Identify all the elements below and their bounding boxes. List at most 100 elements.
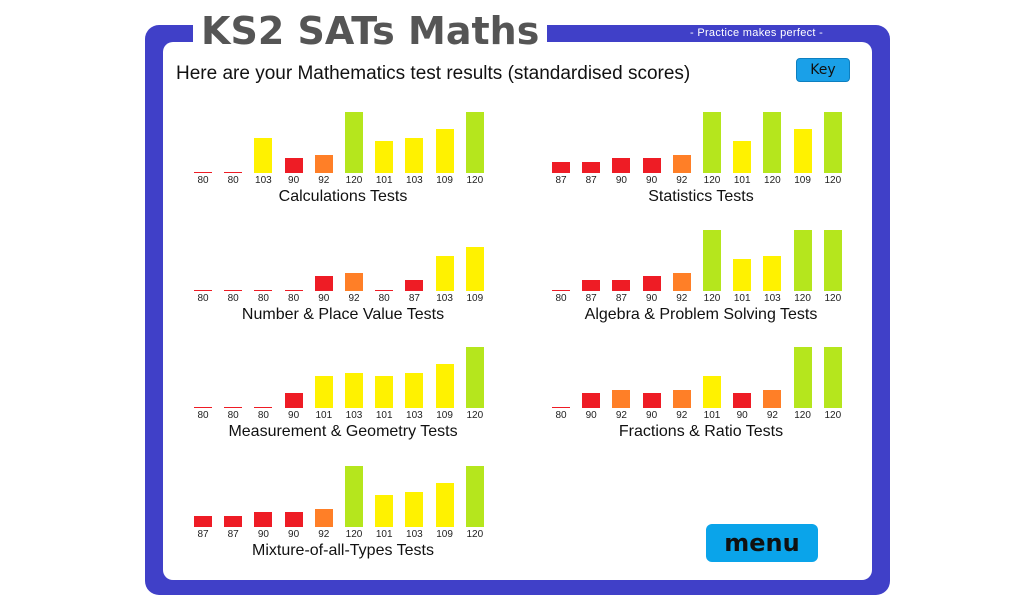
content-panel (163, 42, 872, 580)
score-bar (375, 495, 394, 527)
chart-bars (551, 338, 851, 408)
score-label: 80 (288, 293, 300, 304)
score-bar (375, 289, 394, 291)
score-bar (733, 259, 752, 291)
score-label: 92 (676, 293, 688, 304)
score-label: 103 (406, 410, 423, 421)
key-button[interactable]: Key (796, 58, 850, 82)
score-label: 80 (227, 293, 239, 304)
score-bar (763, 389, 782, 408)
score-bar (552, 289, 570, 291)
score-bar (733, 392, 752, 408)
score-bar (763, 256, 782, 291)
title-wrap: KS2 SATs Maths (193, 6, 548, 56)
bar-chart: 87 87 90 90 92 120 101 120 109 120 Statistics Test… (551, 103, 861, 213)
score-label: 109 (466, 293, 484, 304)
score-bar (314, 154, 333, 173)
score-bar (612, 389, 631, 408)
chart-title: Fractions & Ratio Tests (618, 423, 784, 440)
score-label: 103 (345, 410, 363, 421)
score-bar (194, 171, 212, 173)
score-bar (375, 141, 394, 173)
score-label: 80 (227, 175, 239, 186)
score-label: 87 (615, 293, 627, 304)
score-label: 120 (824, 175, 842, 186)
score-bar (284, 392, 303, 408)
score-bar (345, 112, 363, 173)
score-label: 90 (646, 410, 658, 421)
score-bar (793, 347, 812, 408)
chart-bars (193, 338, 493, 408)
score-bar (465, 112, 484, 173)
score-label: 90 (318, 293, 330, 304)
score-bar (672, 272, 691, 291)
score-label: 120 (703, 175, 721, 186)
score-bar (405, 373, 424, 408)
score-label: 101 (703, 410, 721, 421)
score-label: 92 (348, 293, 360, 304)
bar-chart: 80 80 80 90 101 103 101 103 109 120 Measurement & … (193, 338, 503, 448)
score-label: 80 (378, 293, 390, 304)
score-label: 120 (345, 529, 363, 540)
chart-title: Mixture-of-all-Types Tests (252, 542, 434, 559)
score-label: 101 (733, 293, 751, 304)
score-bar (435, 128, 454, 173)
chart-title: Algebra & Problem Solving Tests (584, 306, 818, 323)
score-label: 103 (764, 293, 781, 304)
chart-bars (193, 103, 493, 173)
score-bar (823, 112, 842, 173)
score-bar (465, 466, 484, 527)
score-bar (642, 392, 661, 408)
score-label: 80 (197, 175, 209, 186)
score-bar (642, 275, 661, 291)
score-bar (405, 280, 424, 291)
score-bar (552, 162, 570, 173)
score-label: 101 (375, 410, 393, 421)
score-label: 120 (794, 410, 811, 421)
score-bar (375, 376, 394, 408)
score-bar (224, 516, 243, 527)
score-bar (405, 492, 424, 527)
score-label: 101 (315, 410, 333, 421)
score-bar (465, 347, 484, 408)
score-bar (793, 230, 812, 291)
chart-bars (193, 457, 493, 527)
score-label: 120 (794, 293, 811, 304)
score-label: 109 (436, 175, 453, 186)
score-bar (254, 138, 273, 173)
score-bar (254, 511, 273, 527)
menu-button[interactable]: menu (706, 524, 818, 562)
chart-title: Measurement & Geometry Tests (228, 423, 458, 440)
score-bar (194, 516, 212, 527)
score-label: 109 (794, 175, 811, 186)
score-bar (582, 162, 601, 173)
score-label: 103 (436, 293, 453, 304)
score-label: 103 (255, 175, 272, 186)
score-label: 120 (466, 175, 484, 186)
score-bar (672, 154, 691, 173)
score-label: 92 (766, 410, 778, 421)
score-label: 103 (406, 175, 423, 186)
score-bar (435, 256, 454, 291)
score-label: 87 (408, 293, 420, 304)
score-label: 80 (227, 410, 239, 421)
score-bar (194, 289, 212, 291)
score-bar (672, 389, 691, 408)
page-subtitle: Here are your Mathematics test results (… (176, 63, 691, 84)
score-label: 80 (555, 293, 567, 304)
score-label: 101 (375, 529, 393, 540)
score-label: 80 (257, 293, 269, 304)
score-label: 80 (197, 293, 209, 304)
score-label: 101 (375, 175, 393, 186)
score-label: 120 (824, 410, 842, 421)
score-bar (465, 246, 484, 291)
chart-bars (193, 221, 493, 291)
score-label: 87 (197, 529, 209, 540)
score-label: 109 (436, 410, 453, 421)
score-label: 120 (466, 529, 484, 540)
score-label: 87 (585, 293, 597, 304)
score-bar (582, 280, 601, 291)
chart-title: Statistics Tests (648, 188, 754, 205)
score-bar (345, 373, 363, 408)
score-bar (435, 482, 454, 527)
